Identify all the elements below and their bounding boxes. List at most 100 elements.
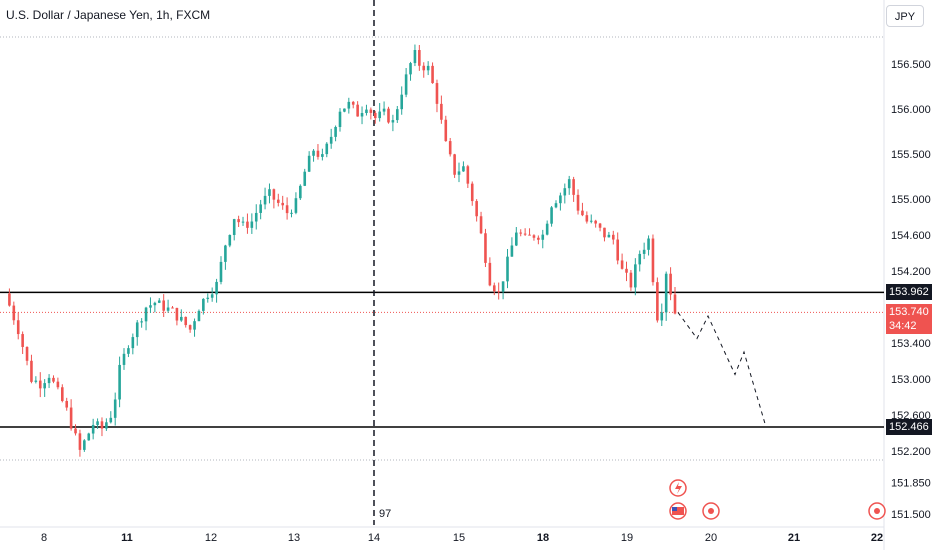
candle-body bbox=[673, 294, 677, 314]
candle-body bbox=[175, 307, 179, 321]
flag-canton bbox=[672, 507, 677, 511]
y-tick-label: 153.000 bbox=[891, 374, 931, 386]
candle-body bbox=[69, 407, 73, 429]
candle-body bbox=[144, 307, 148, 322]
x-tick-label: 18 bbox=[537, 532, 549, 544]
candle-body bbox=[528, 234, 531, 236]
candle-body bbox=[193, 321, 196, 330]
x-tick-label: 21 bbox=[788, 532, 800, 544]
candle-body bbox=[651, 238, 655, 283]
candle-body bbox=[34, 380, 38, 382]
candle-body bbox=[470, 183, 474, 202]
y-tick-label: 154.600 bbox=[891, 230, 931, 242]
candle-body bbox=[559, 195, 562, 204]
candle-body bbox=[598, 223, 602, 228]
flag-glyph bbox=[672, 507, 684, 515]
candle-body bbox=[396, 109, 399, 121]
candle-body bbox=[448, 141, 452, 155]
candle-body bbox=[202, 298, 205, 311]
candle-body bbox=[290, 212, 293, 214]
candle-body bbox=[219, 261, 223, 282]
y-tick-label: 152.200 bbox=[891, 446, 931, 458]
x-tick-label: 20 bbox=[705, 532, 717, 544]
candle-body bbox=[65, 400, 69, 408]
candle-body bbox=[47, 377, 51, 384]
candle-body bbox=[506, 256, 509, 282]
candle-body bbox=[8, 293, 11, 306]
projection-path bbox=[677, 312, 767, 428]
candle-body bbox=[91, 424, 95, 434]
candle-body bbox=[263, 195, 267, 205]
candle-body bbox=[373, 112, 377, 119]
candle-body bbox=[418, 50, 421, 66]
candle-body bbox=[16, 320, 20, 335]
candle-body bbox=[21, 334, 24, 347]
candle-body bbox=[321, 154, 324, 157]
x-tick-label: 22 bbox=[871, 532, 883, 544]
candle-body bbox=[38, 380, 42, 389]
candle-body bbox=[197, 310, 201, 322]
candle-body bbox=[268, 189, 271, 196]
x-tick-label: 13 bbox=[288, 532, 300, 544]
candle-body bbox=[74, 428, 77, 434]
candle-body bbox=[404, 74, 408, 95]
candle-body bbox=[484, 233, 487, 263]
candle-body bbox=[589, 220, 593, 222]
candle-body bbox=[550, 207, 553, 224]
candle-body bbox=[334, 126, 337, 137]
candle-body bbox=[603, 227, 606, 238]
session-marker-label: 97 bbox=[379, 508, 391, 520]
candle-body bbox=[303, 171, 307, 186]
candle-body bbox=[545, 223, 549, 235]
candle-body bbox=[523, 233, 527, 235]
y-tick-label: 155.000 bbox=[891, 194, 931, 206]
candle-body bbox=[400, 94, 404, 110]
candle-body bbox=[83, 440, 86, 450]
candle-body bbox=[109, 417, 113, 423]
candle-body bbox=[457, 171, 461, 175]
candle-body bbox=[224, 245, 227, 262]
candle-body bbox=[131, 337, 135, 349]
candle-body bbox=[594, 220, 597, 224]
candle-body bbox=[96, 421, 99, 425]
x-tick-label: 8 bbox=[41, 532, 47, 544]
candle-body bbox=[532, 235, 536, 238]
candle-body bbox=[254, 212, 258, 222]
candle-body bbox=[180, 316, 183, 321]
candle-body bbox=[435, 83, 439, 104]
candle-body bbox=[497, 291, 500, 293]
y-tick-label: 151.500 bbox=[891, 509, 931, 521]
candle-body bbox=[188, 325, 192, 330]
candle-body bbox=[611, 234, 615, 240]
candle-body bbox=[338, 111, 342, 127]
currency-button[interactable]: JPY bbox=[886, 5, 924, 27]
level-price-tag: 153.962 bbox=[886, 284, 932, 301]
candle-body bbox=[140, 321, 143, 323]
candle-body bbox=[294, 198, 298, 213]
last-price-tag: 153.740 34:42 bbox=[886, 304, 932, 335]
y-tick-label: 155.500 bbox=[891, 149, 931, 161]
candle-body bbox=[78, 433, 82, 450]
candle-body bbox=[228, 235, 232, 246]
candle-body bbox=[105, 422, 108, 429]
candle-body bbox=[616, 239, 619, 261]
candle-body bbox=[656, 282, 659, 321]
candle-body bbox=[365, 109, 368, 114]
event-dot bbox=[708, 508, 714, 514]
candle-body bbox=[413, 50, 417, 64]
candle-body bbox=[515, 232, 518, 246]
candle-body bbox=[475, 201, 478, 217]
candle-body bbox=[585, 215, 589, 222]
candle-body bbox=[519, 232, 523, 234]
candle-body bbox=[237, 219, 240, 223]
candle-body bbox=[12, 305, 16, 321]
candle-body bbox=[162, 300, 165, 311]
y-tick-label: 154.200 bbox=[891, 266, 931, 278]
candle-body bbox=[184, 316, 188, 326]
candle-body bbox=[215, 281, 218, 295]
candle-body bbox=[391, 120, 395, 123]
candle-body bbox=[466, 166, 470, 184]
candle-body bbox=[554, 203, 558, 208]
candle-body bbox=[285, 205, 289, 214]
